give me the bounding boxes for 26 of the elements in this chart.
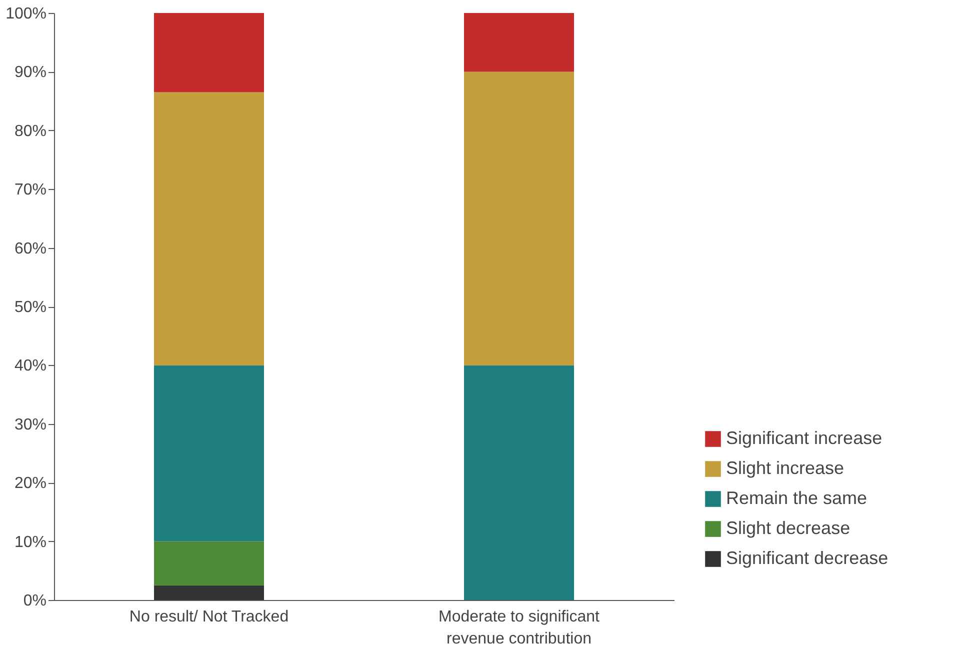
legend-label: Slight increase — [726, 458, 844, 478]
bar — [154, 541, 264, 586]
y-tick-label: 80% — [14, 122, 46, 140]
y-tick-label: 90% — [14, 64, 46, 82]
y-tick-label: 0% — [23, 592, 46, 610]
y-tick-label: 40% — [14, 358, 46, 375]
y-tick-label: 100% — [6, 6, 46, 22]
legend-label: Remain the same — [726, 488, 868, 508]
y-tick-label: 70% — [14, 182, 46, 199]
x-tick-label: No result/ Not Tracked — [129, 608, 289, 626]
y-tick-label: 60% — [14, 240, 46, 258]
x-tick-label: Moderate to significant revenue contribution — [438, 608, 600, 648]
legend-label: Significant decrease — [726, 548, 888, 568]
bar — [464, 365, 574, 600]
bar — [464, 72, 574, 366]
y-tick-label: 10% — [14, 534, 46, 551]
legend-label: Slight decrease — [726, 518, 850, 538]
legend-label: Significant increase — [726, 428, 882, 448]
bar — [154, 585, 264, 600]
bar — [154, 13, 264, 92]
y-tick-label: 20% — [14, 475, 46, 492]
y-tick-label: 30% — [14, 416, 46, 434]
bar — [154, 92, 264, 366]
bar — [154, 365, 264, 542]
bar — [464, 13, 574, 72]
y-tick-label: 50% — [14, 299, 46, 316]
